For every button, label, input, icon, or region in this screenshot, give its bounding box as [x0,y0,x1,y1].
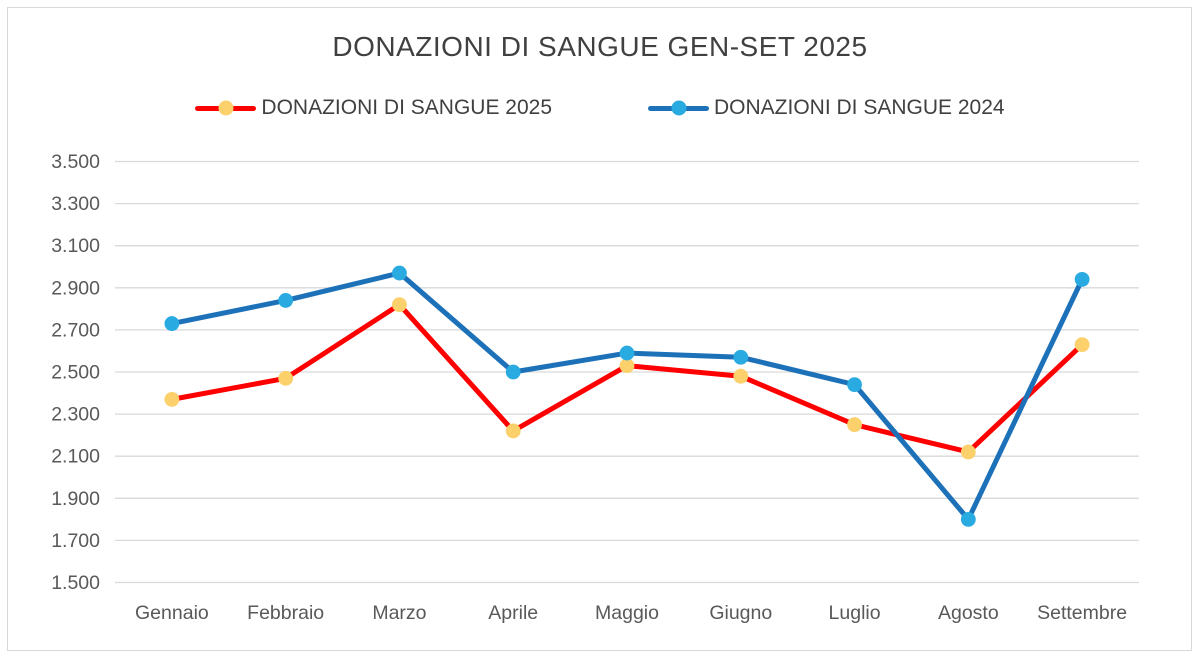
legend-line-marker-icon [648,100,709,116]
data-point-marker-series-0 [164,391,180,407]
y-axis-tick-label: 3.500 [51,151,100,173]
y-axis-tick-label: 2.900 [51,277,100,299]
y-axis-tick-label: 2.500 [51,362,100,384]
data-point-marker-series-1 [392,265,407,281]
data-point-marker-series-0 [733,368,749,384]
data-point-marker-series-1 [733,349,749,365]
y-axis-tick-label: 2.100 [51,446,100,468]
x-axis-tick-label: Settembre [1037,602,1127,624]
legend-item-1: DONAZIONI DI SANGUE 2024 [648,96,1005,120]
data-point-marker-series-0 [619,358,635,374]
data-point-marker-series-1 [164,316,180,331]
x-axis-tick-label: Giugno [709,602,772,624]
data-point-marker-series-1 [619,345,635,361]
legend-dot-icon [218,100,234,116]
data-point-marker-series-1 [278,293,294,308]
x-axis-tick-label: Gennaio [135,602,209,624]
legend-label: DONAZIONI DI SANGUE 2025 [261,96,552,119]
y-axis-tick-label: 3.300 [51,193,100,215]
chart-title: DONAZIONI DI SANGUE GEN-SET 2025 [332,31,868,62]
data-point-marker-series-0 [505,423,521,439]
x-axis-tick-label: Marzo [372,602,426,624]
x-axis-tick-label: Febbraio [247,602,324,624]
data-point-marker-series-0 [278,370,294,386]
y-axis-tick-label: 3.100 [51,235,100,257]
x-axis-tick-label: Aprile [488,602,538,624]
data-point-marker-series-1 [505,364,521,380]
data-point-marker-series-0 [392,297,407,313]
y-axis-tick-label: 2.700 [51,319,100,341]
chart-frame-border [7,7,1192,651]
x-axis-tick-label: Agosto [938,602,999,624]
data-point-marker-series-0 [960,444,976,460]
x-axis-tick-label: Luglio [829,602,881,624]
data-point-marker-series-1 [847,377,862,393]
legend-dot-icon [671,100,686,116]
y-axis-tick-label: 1.900 [51,488,100,510]
data-point-marker-series-1 [1074,271,1090,287]
data-point-marker-series-1 [960,511,976,527]
y-axis-tick-label: 1.500 [51,572,100,594]
y-axis-tick-label: 1.700 [51,530,100,552]
data-point-marker-series-0 [1074,337,1090,353]
legend-line-marker-icon [195,100,257,116]
data-point-marker-series-0 [847,417,862,433]
series-line-1 [169,270,1085,522]
legend: DONAZIONI DI SANGUE 2025 DONAZIONI DI SAN… [0,96,1200,120]
legend-label: DONAZIONI DI SANGUE 2024 [714,96,1005,119]
series-line-0 [169,302,1085,455]
legend-item-0: DONAZIONI DI SANGUE 2025 [195,96,552,120]
y-axis-tick-label: 2.300 [51,404,100,426]
x-axis-tick-label: Maggio [595,602,659,624]
